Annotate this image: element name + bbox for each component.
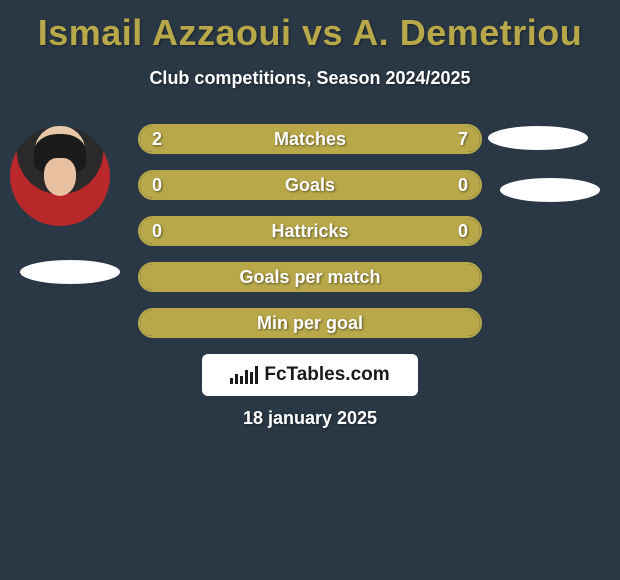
comparison-bars: 27Matches 00Goals 00Hattricks Goals per mat… bbox=[138, 124, 482, 354]
bar-label: Hattricks bbox=[140, 218, 480, 244]
page-title: Ismail Azzaoui vs A. Demetriou bbox=[0, 0, 620, 54]
player-avatar-left bbox=[10, 126, 110, 226]
logo-text: FcTables.com bbox=[264, 364, 389, 386]
player-placeholder-left bbox=[20, 260, 120, 284]
bar-label: Matches bbox=[140, 126, 480, 152]
bar-label: Min per goal bbox=[140, 310, 480, 336]
logo-box: FcTables.com bbox=[202, 354, 418, 396]
stat-bar: 00Goals bbox=[138, 170, 482, 200]
stat-bar: 27Matches bbox=[138, 124, 482, 154]
stat-bar: Goals per match bbox=[138, 262, 482, 292]
bar-label: Goals bbox=[140, 172, 480, 198]
date-label: 18 january 2025 bbox=[0, 408, 620, 429]
stat-bar: 00Hattricks bbox=[138, 216, 482, 246]
bar-label: Goals per match bbox=[140, 264, 480, 290]
stat-bar: Min per goal bbox=[138, 308, 482, 338]
player-placeholder-right-2 bbox=[500, 178, 600, 202]
subtitle: Club competitions, Season 2024/2025 bbox=[0, 68, 620, 89]
chart-icon bbox=[230, 366, 258, 384]
player-placeholder-right-1 bbox=[488, 126, 588, 150]
